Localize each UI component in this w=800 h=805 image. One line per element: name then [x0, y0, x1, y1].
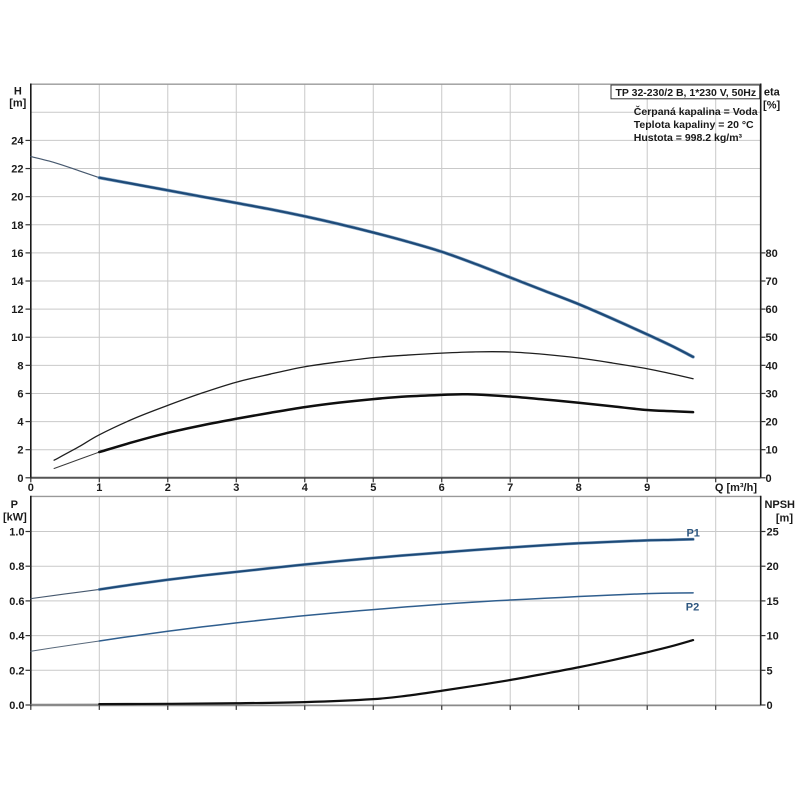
svg-text:18: 18	[11, 220, 23, 232]
svg-text:[m]: [m]	[776, 513, 793, 525]
svg-text:Teplota kapaliny = 20 °C: Teplota kapaliny = 20 °C	[634, 119, 754, 131]
svg-text:40: 40	[766, 360, 778, 372]
svg-text:2: 2	[17, 445, 23, 457]
svg-text:5: 5	[767, 665, 773, 677]
svg-text:70: 70	[766, 276, 778, 288]
svg-text:24: 24	[11, 135, 24, 147]
svg-text:15: 15	[767, 596, 779, 608]
svg-text:25: 25	[767, 527, 779, 539]
svg-text:0.0: 0.0	[9, 700, 24, 712]
svg-text:80: 80	[766, 248, 778, 260]
svg-text:Hustota = 998.2 kg/m³: Hustota = 998.2 kg/m³	[634, 132, 743, 144]
svg-text:14: 14	[11, 276, 24, 288]
svg-text:eta: eta	[764, 87, 781, 99]
svg-text:1.0: 1.0	[9, 527, 24, 539]
svg-text:1: 1	[96, 482, 102, 494]
svg-text:10: 10	[767, 631, 779, 643]
svg-text:H: H	[14, 86, 22, 98]
svg-text:[m]: [m]	[9, 97, 26, 109]
svg-text:0.6: 0.6	[9, 596, 24, 608]
svg-text:NPSH: NPSH	[764, 499, 795, 511]
svg-text:6: 6	[17, 388, 23, 400]
svg-text:3: 3	[233, 482, 239, 494]
svg-text:0.8: 0.8	[9, 561, 24, 573]
svg-text:12: 12	[11, 304, 23, 316]
svg-text:0.2: 0.2	[9, 665, 24, 677]
svg-text:[kW]: [kW]	[3, 512, 27, 524]
svg-text:8: 8	[17, 360, 23, 372]
svg-text:0: 0	[767, 700, 773, 712]
svg-text:2: 2	[165, 482, 171, 494]
svg-text:0: 0	[17, 473, 23, 485]
svg-text:P2: P2	[686, 601, 699, 613]
svg-text:[%]: [%]	[763, 99, 780, 111]
svg-text:TP 32-230/2 B, 1*230 V, 50Hz: TP 32-230/2 B, 1*230 V, 50Hz	[615, 87, 756, 99]
svg-text:4: 4	[302, 482, 309, 494]
svg-text:20: 20	[767, 561, 779, 573]
svg-text:Čerpaná kapalina = Voda: Čerpaná kapalina = Voda	[634, 105, 758, 118]
svg-text:20: 20	[11, 192, 23, 204]
svg-text:7: 7	[507, 482, 513, 494]
svg-text:22: 22	[11, 164, 23, 176]
svg-text:0: 0	[28, 482, 34, 494]
svg-text:0.4: 0.4	[9, 631, 25, 643]
svg-text:P1: P1	[686, 528, 699, 540]
svg-text:8: 8	[576, 482, 582, 494]
svg-text:16: 16	[11, 248, 23, 260]
svg-text:P: P	[11, 499, 18, 511]
svg-text:4: 4	[17, 417, 24, 429]
svg-text:10: 10	[11, 332, 23, 344]
svg-text:20: 20	[766, 417, 778, 429]
svg-text:30: 30	[766, 388, 778, 400]
svg-text:10: 10	[766, 445, 778, 457]
svg-text:50: 50	[766, 332, 778, 344]
svg-text:6: 6	[439, 482, 445, 494]
svg-text:0: 0	[766, 473, 772, 485]
svg-text:60: 60	[766, 304, 778, 316]
svg-text:5: 5	[370, 482, 376, 494]
svg-text:Q [m³/h]: Q [m³/h]	[715, 482, 757, 494]
svg-text:9: 9	[644, 482, 650, 494]
